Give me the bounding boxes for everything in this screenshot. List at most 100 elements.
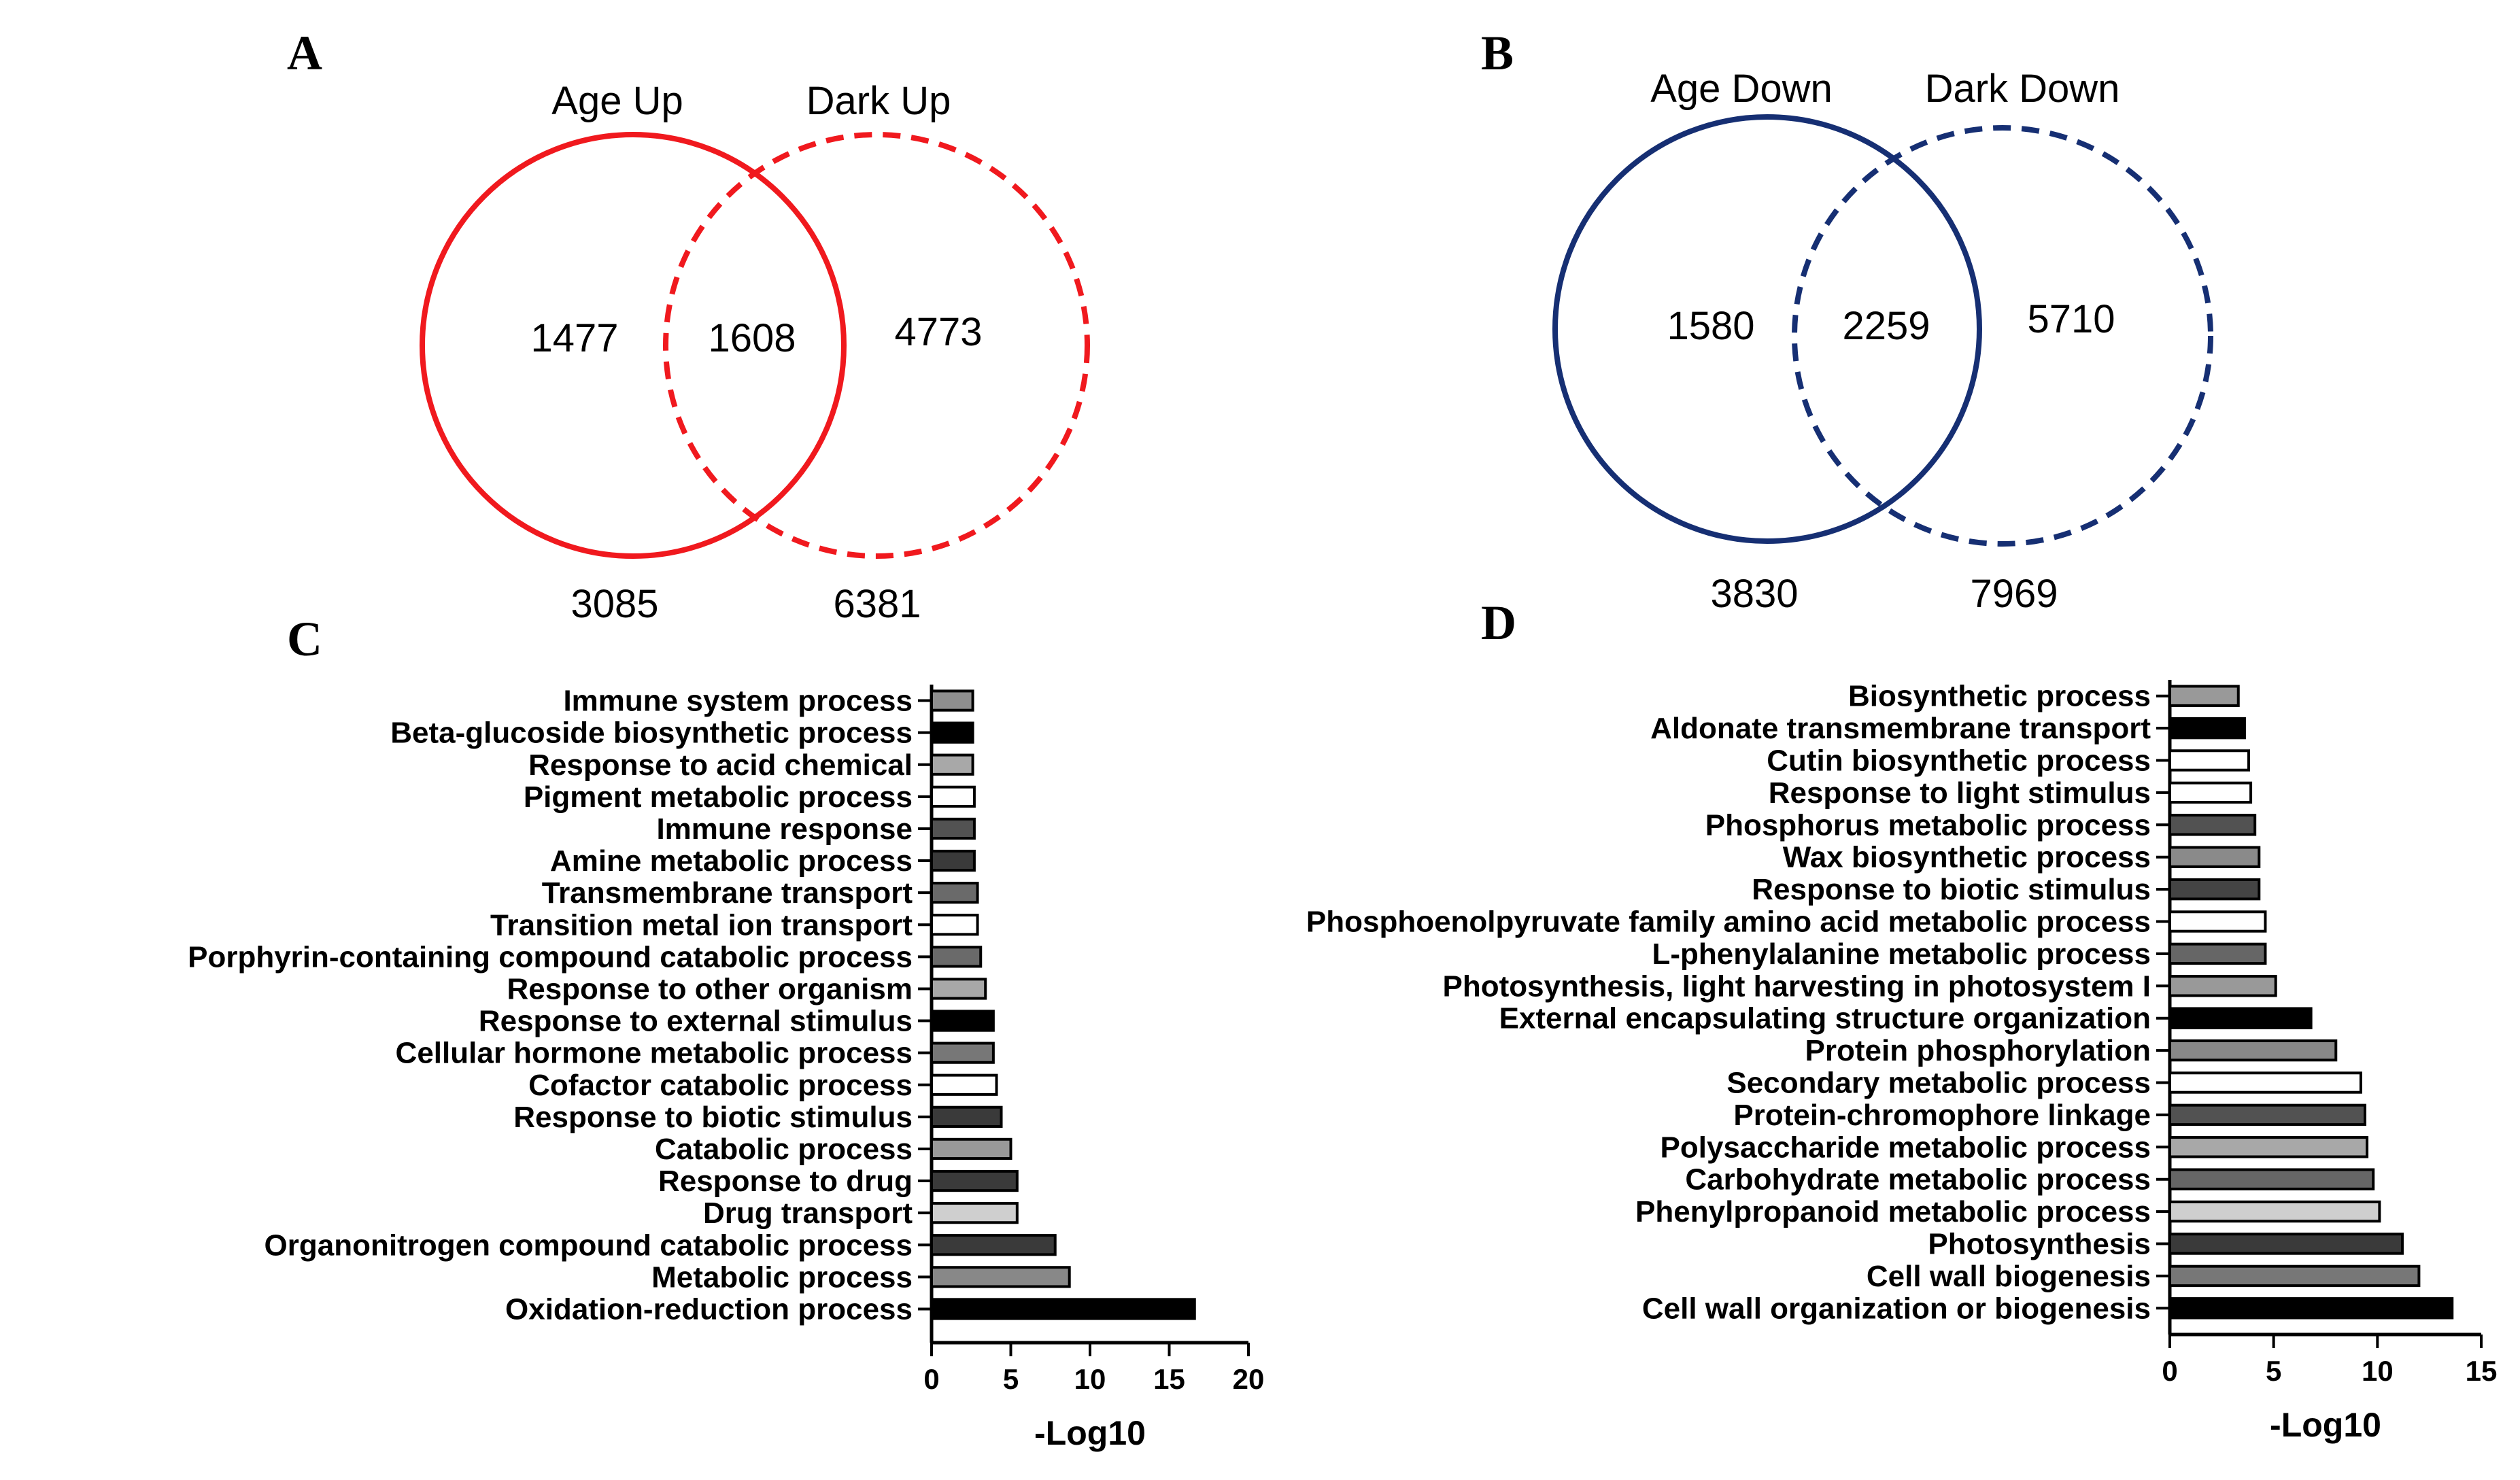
x-tick-label: 10 [2362, 1355, 2394, 1387]
venn-b-only-right: 5710 [2027, 297, 2115, 341]
category-label: Response to biotic stimulus [1752, 873, 2151, 906]
category-label: Immune system process [563, 685, 913, 718]
bar [930, 978, 987, 1000]
category-label: Phenylpropanoid metabolic process [1635, 1195, 2151, 1228]
venn-a-intersection: 1608 [708, 316, 796, 360]
bar [930, 1298, 1196, 1320]
category-label: Cofactor catabolic process [528, 1069, 913, 1102]
x-tick-label: 20 [1233, 1363, 1265, 1395]
bar [2168, 1007, 2313, 1029]
bar [930, 1234, 1057, 1256]
bar [2168, 1168, 2375, 1190]
venn-b-right-circle [1792, 125, 2213, 547]
bar [2168, 846, 2261, 868]
category-label: Biosynthetic process [1848, 680, 2151, 713]
bar [2168, 1136, 2369, 1158]
category-label: Carbohydrate metabolic process [1685, 1163, 2151, 1197]
category-label: Response to biotic stimulus [513, 1101, 913, 1134]
venn-a-right-title: Dark Up [806, 79, 951, 123]
category-label: Cutin biosynthetic process [1767, 744, 2151, 778]
bar [930, 785, 976, 808]
venn-a-right-circle [663, 132, 1090, 559]
category-label: Amine metabolic process [550, 844, 913, 878]
bar [930, 1105, 1003, 1128]
venn-b-right-title: Dark Down [1925, 67, 2120, 111]
bar [930, 849, 976, 872]
x-tick-label: 15 [2466, 1355, 2498, 1387]
x-axis-title: -Log10 [2270, 1406, 2381, 1444]
venn-b-total-right: 7969 [1970, 572, 2058, 616]
bar [930, 882, 979, 904]
panel-b: B Age Down Dark Down 1580 2259 5710 3830… [1481, 26, 2213, 616]
category-label: Transmembrane transport [542, 876, 913, 910]
category-label: Photosynthesis [1928, 1228, 2151, 1261]
bar [2168, 975, 2277, 997]
bar [2168, 781, 2253, 804]
x-tick-label: 5 [2266, 1355, 2281, 1387]
category-label: Phosphorus metabolic process [1705, 808, 2151, 842]
venn-b-only-left: 1580 [1667, 304, 1754, 348]
x-tick-label: 15 [1153, 1363, 1185, 1395]
bar [930, 817, 976, 840]
bar [2168, 1233, 2404, 1255]
bar [2168, 1039, 2338, 1062]
category-label: Polysaccharide metabolic process [1661, 1131, 2151, 1164]
panel-a: A Age Up Dark Up 1477 1608 4773 3085 638… [287, 26, 1090, 626]
category-label: Organonitrogen compound catabolic proces… [265, 1228, 913, 1262]
category-label: Pigment metabolic process [524, 780, 913, 814]
category-label: Protein-chromophore linkage [1733, 1099, 2151, 1132]
category-label: Response to external stimulus [479, 1005, 913, 1038]
venn-a-only-left: 1477 [530, 316, 618, 360]
bar [930, 1073, 998, 1096]
bar [2168, 1297, 2454, 1320]
venn-a-only-right: 4773 [894, 310, 982, 354]
bar [930, 946, 983, 968]
bar [2168, 1200, 2381, 1223]
bar [2168, 1103, 2367, 1126]
category-label: Wax biosynthetic process [1783, 841, 2151, 874]
category-label: Protein phosphorylation [1805, 1034, 2151, 1067]
category-label: Oxidation-reduction process [505, 1292, 913, 1326]
panel-label-b: B [1481, 26, 1514, 80]
category-label: Response to light stimulus [1769, 776, 2151, 810]
venn-a-left-circle [420, 132, 847, 559]
bar [2168, 878, 2261, 901]
category-label: Response to acid chemical [528, 748, 913, 782]
bar [2168, 942, 2267, 965]
venn-a-total-right: 6381 [833, 582, 921, 626]
category-label: Cell wall organization or biogenesis [1642, 1292, 2151, 1325]
bar [2168, 1264, 2421, 1288]
x-axis-title: -Log10 [1034, 1414, 1146, 1452]
bar [2168, 749, 2251, 772]
x-tick-label: 0 [2162, 1355, 2177, 1387]
category-label: Response to drug [658, 1165, 913, 1198]
panel-label-c: C [287, 612, 322, 666]
category-label: L-phenylalanine metabolic process [1652, 937, 2151, 971]
venn-b-total-left: 3830 [1710, 572, 1798, 616]
category-label: Cellular hormone metabolic process [396, 1037, 913, 1070]
category-label: Beta-glucoside biosynthetic process [390, 717, 913, 750]
bar [930, 689, 974, 712]
category-label: Metabolic process [651, 1260, 913, 1294]
panel-label-a: A [287, 26, 322, 80]
category-label: Response to other organism [507, 972, 913, 1005]
category-label: Aldonate transmembrane transport [1650, 712, 2151, 745]
bar [930, 753, 974, 776]
bar [2168, 1071, 2362, 1094]
x-tick-label: 0 [923, 1363, 939, 1395]
bar [930, 1010, 995, 1032]
bar [2168, 717, 2246, 740]
x-tick-label: 10 [1074, 1363, 1106, 1395]
venn-a-left-title: Age Up [551, 79, 683, 123]
category-label: Porphyrin-containing compound catabolic … [188, 940, 913, 974]
venn-b-left-circle [1552, 114, 1982, 544]
category-label: Phosphoenolpyruvate family amino acid me… [1306, 906, 2151, 939]
venn-a-total-left: 3085 [571, 582, 658, 626]
category-label: Transition metal ion transport [490, 908, 913, 942]
bar [930, 914, 979, 936]
